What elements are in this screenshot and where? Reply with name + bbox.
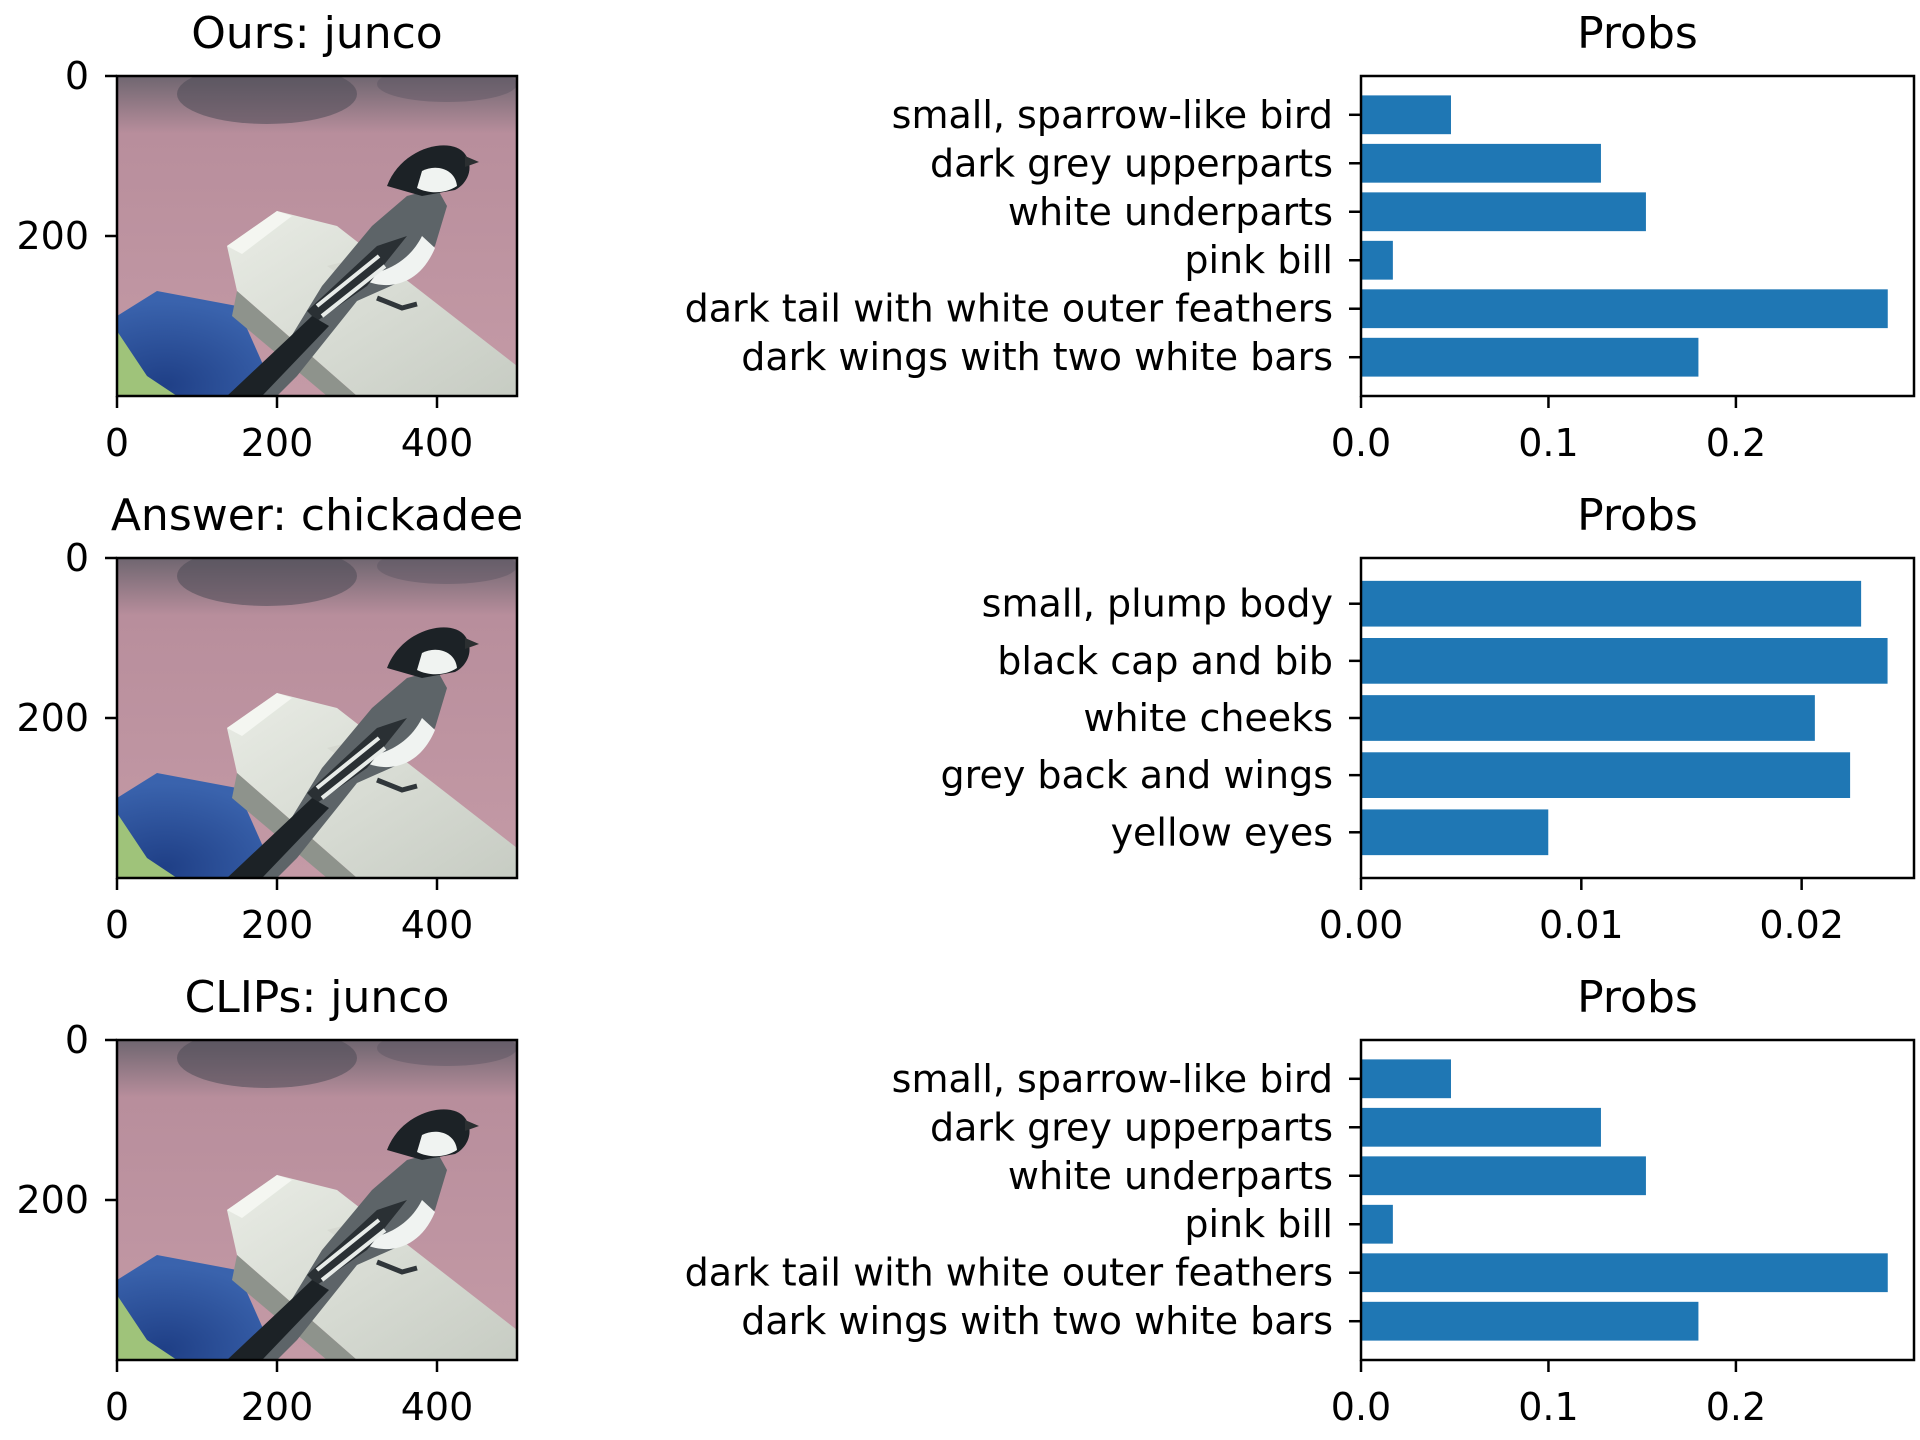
row-1: Ours: junco 0 200 400 0 200 Probs small, sparro…: [16, 8, 1916, 465]
y-tick-label: white cheeks: [1083, 696, 1333, 740]
chart-axes-frame: [1359, 556, 1916, 880]
y-tick-label: small, sparrow-like bird: [892, 1057, 1333, 1101]
y-tick-label: black cap and bib: [997, 639, 1333, 683]
x-tick-label: 0.00: [1319, 903, 1404, 947]
y-tick-label: pink bill: [1184, 1202, 1333, 1246]
image-panel-title: Ours: junco: [191, 8, 442, 59]
y-tick-label: dark grey upperparts: [930, 141, 1333, 185]
chart-title: Probs: [1577, 972, 1698, 1023]
y-tick-label: white underparts: [1008, 190, 1333, 234]
bird-photo: [117, 64, 517, 396]
bar: [1361, 752, 1851, 798]
bar: [1361, 1156, 1646, 1196]
bar: [1361, 143, 1601, 183]
bar: [1361, 95, 1451, 135]
row-2: Answer: chickadee 0 200 400 0 200 Probs small, …: [16, 490, 1916, 947]
bar: [1361, 337, 1699, 377]
x-tick-label: 0.0: [1331, 1385, 1391, 1429]
bar: [1361, 638, 1888, 684]
bar: [1361, 289, 1888, 329]
bar: [1361, 240, 1393, 280]
bar: [1361, 1059, 1451, 1099]
bird-photo: [117, 546, 517, 878]
image-x-tick-label: 200: [241, 1385, 314, 1429]
y-tick-label: dark wings with two white bars: [741, 1299, 1333, 1343]
x-tick-label: 0.2: [1706, 421, 1766, 465]
y-tick-label: white underparts: [1008, 1154, 1333, 1198]
y-tick-label: dark tail with white outer feathers: [685, 287, 1333, 331]
y-tick-label: dark wings with two white bars: [741, 335, 1333, 379]
y-tick-label: grey back and wings: [941, 753, 1333, 797]
bar: [1361, 809, 1549, 856]
bar: [1361, 1253, 1888, 1293]
bird-photo: [117, 1028, 517, 1360]
image-y-tick-label: 200: [16, 214, 89, 258]
x-tick-label: 0.1: [1518, 1385, 1578, 1429]
probs-chart: Probs small, plump body black cap and bib w…: [941, 490, 1916, 947]
bar: [1361, 1301, 1699, 1341]
image-x-tick-label: 0: [105, 1385, 129, 1429]
x-tick-label: 0.01: [1539, 903, 1624, 947]
image-panel-title: CLIPs: junco: [185, 972, 450, 1023]
bar: [1361, 192, 1646, 232]
y-tick-label: pink bill: [1184, 238, 1333, 282]
image-panel-title: Answer: chickadee: [111, 490, 523, 541]
y-tick-label: small, sparrow-like bird: [892, 93, 1333, 137]
image-x-tick-label: 0: [105, 903, 129, 947]
bar: [1361, 1107, 1601, 1147]
x-tick-label: 0.2: [1706, 1385, 1766, 1429]
chart-axes-frame: [1359, 1038, 1916, 1362]
image-x-tick-label: 400: [401, 421, 474, 465]
image-y-tick-label: 0: [65, 54, 89, 98]
image-x-tick-label: 200: [241, 421, 314, 465]
x-tick-label: 0.1: [1518, 421, 1578, 465]
y-tick-label: yellow eyes: [1111, 810, 1333, 854]
image-x-tick-label: 0: [105, 421, 129, 465]
image-y-tick-label: 0: [65, 536, 89, 580]
image-y-tick-label: 200: [16, 696, 89, 740]
bar: [1361, 1204, 1393, 1244]
y-tick-label: dark tail with white outer feathers: [685, 1251, 1333, 1295]
image-panel: Answer: chickadee 0 200 400 0 200: [16, 490, 523, 947]
y-tick-label: dark grey upperparts: [930, 1105, 1333, 1149]
image-panel: CLIPs: junco 0 200 400 0 200: [16, 972, 517, 1429]
y-tick-label: small, plump body: [982, 582, 1333, 626]
bar: [1361, 695, 1815, 741]
row-3: CLIPs: junco 0 200 400 0 200 Probs small, sparr…: [16, 972, 1916, 1429]
image-panel: Ours: junco 0 200 400 0 200: [16, 8, 517, 465]
image-y-tick-label: 200: [16, 1178, 89, 1222]
image-x-tick-label: 200: [241, 903, 314, 947]
bar: [1361, 580, 1862, 627]
chart-title: Probs: [1577, 490, 1698, 541]
x-tick-label: 0.02: [1759, 903, 1844, 947]
chart-title: Probs: [1577, 8, 1698, 59]
image-x-tick-label: 400: [401, 903, 474, 947]
chart-axes-frame: [1359, 74, 1916, 398]
x-tick-label: 0.0: [1331, 421, 1391, 465]
image-x-tick-label: 400: [401, 1385, 474, 1429]
image-y-tick-label: 0: [65, 1018, 89, 1062]
